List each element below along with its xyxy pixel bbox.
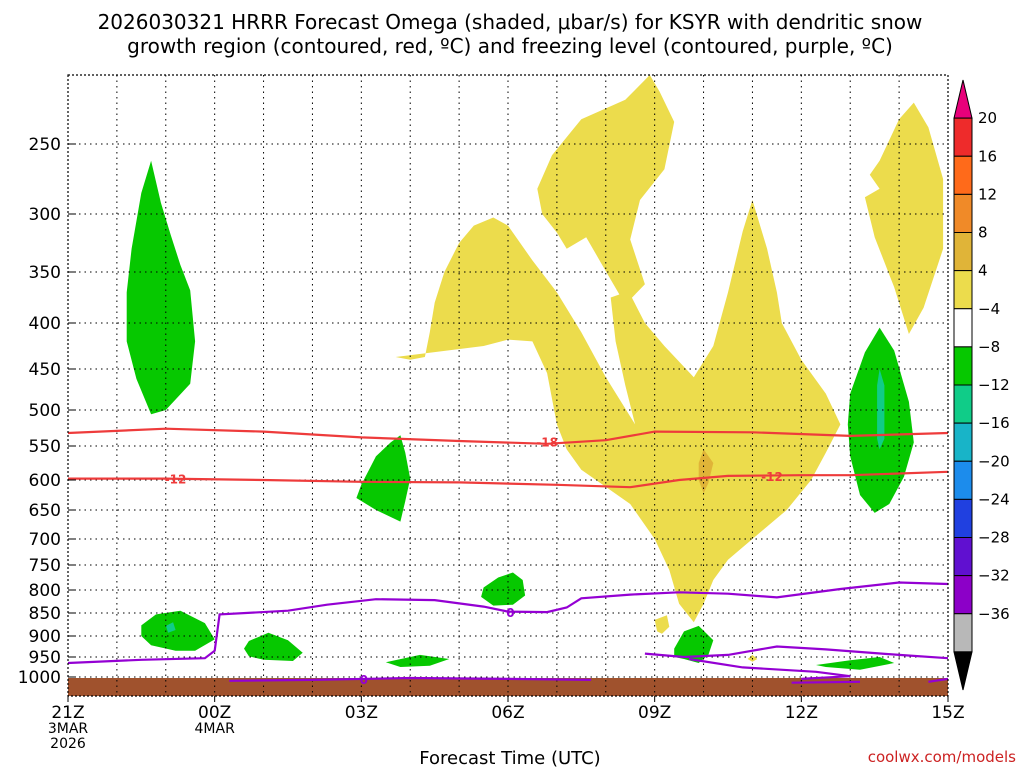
omega-region-8 [481, 572, 526, 606]
x-tick-label-3-0: 00Z [198, 703, 231, 723]
y-tick-label-400: 400 [29, 314, 61, 334]
y-tick-label-500: 500 [29, 401, 61, 421]
colorbar-label-4: 4 [978, 262, 988, 280]
omega-region-1 [537, 75, 675, 305]
omega-region-6 [126, 160, 196, 415]
y-tick-label-350: 350 [29, 263, 61, 283]
y-tick-label-650: 650 [29, 501, 61, 521]
colorbar-swatch-1 [953, 117, 973, 157]
omega-region-16 [165, 622, 176, 633]
omega-region-15 [877, 369, 885, 450]
omega-region-11 [385, 654, 450, 667]
colorbar-label-8: −16 [978, 414, 1010, 432]
freezing-contour-4 [791, 680, 861, 684]
y-tick-label-850: 850 [29, 604, 61, 624]
colorbar-cap-top [953, 79, 973, 119]
y-tick-label-700: 700 [29, 530, 61, 550]
colorbar-swatch-8 [953, 384, 973, 424]
plot-area: -18 -12 -12 0 0 [68, 75, 948, 696]
colorbar-label-11: −28 [978, 529, 1010, 547]
freezing-contour-2 [688, 657, 851, 680]
omega-region-9 [141, 610, 215, 651]
colorbar-label-3: 8 [978, 224, 988, 242]
dgz-contour-0 [68, 427, 948, 445]
omega-region-5 [654, 615, 670, 634]
colorbar-cap-bottom [953, 651, 973, 691]
colorbar-swatch-10 [953, 460, 973, 500]
colorbar: 20 16 12 8 4 −4 −8 −12 −16 −20 −24 −28 −32 −36 [953, 79, 1010, 691]
colorbar-swatch-12 [953, 537, 973, 577]
colorbar-swatch-5 [953, 270, 973, 310]
chart-title-line1: 2026030321 HRRR Forecast Omega (shaded, … [98, 10, 923, 34]
colorbar-label-12: −32 [978, 567, 1010, 585]
freezing-label-a: 0 [506, 606, 514, 620]
axes: 250 300 350 400 450 500 550 600 650 700 750 800 850 9… [18, 74, 965, 752]
colorbar-label-5: −4 [978, 300, 1000, 318]
x-tick-label-12-0: 09Z [638, 703, 671, 723]
y-tick-label-950: 950 [29, 648, 61, 668]
credit-text: coolwx.com/models [868, 748, 1016, 766]
colorbar-swatch-14 [953, 613, 973, 653]
colorbar-label-1: 16 [978, 147, 997, 165]
omega-region-2 [864, 102, 944, 334]
dgz-label-12b: -12 [761, 470, 783, 484]
omega-region-0 [395, 200, 841, 623]
y-tick-label-1000: 1000 [18, 668, 61, 688]
freezing-contour-0 [68, 581, 948, 665]
y-tick-label-800: 800 [29, 581, 61, 601]
freezing-label-b: 0 [360, 673, 368, 687]
omega-region-13 [816, 657, 895, 670]
colorbar-swatch-9 [953, 422, 973, 462]
y-tick-label-600: 600 [29, 471, 61, 491]
x-tick-label-15-0: 12Z [785, 703, 818, 723]
colorbar-label-10: −24 [978, 490, 1010, 508]
omega-region-10 [244, 632, 303, 661]
x-tick-label-6-0: 03Z [345, 703, 378, 723]
x-tick-label-9-0: 06Z [491, 703, 524, 723]
dgz-label-18: -18 [536, 436, 558, 450]
y-tick-label-750: 750 [29, 556, 61, 576]
freezing-contour-5 [928, 677, 948, 683]
dgz-label-12a: -12 [165, 473, 187, 487]
colorbar-label-6: −8 [978, 338, 1000, 356]
colorbar-swatch-3 [953, 193, 973, 233]
colorbar-swatch-13 [953, 575, 973, 615]
y-tick-label-250: 250 [29, 135, 61, 155]
y-tick-label-450: 450 [29, 360, 61, 380]
colorbar-label-7: −12 [978, 376, 1010, 394]
colorbar-swatch-4 [953, 232, 973, 272]
colorbar-swatch-11 [953, 498, 973, 538]
x-tick-label-18-0: 15Z [931, 703, 964, 723]
dgz-contour-1 [68, 470, 948, 489]
colorbar-swatch-6 [953, 308, 973, 348]
x-tick-label-0-0: 21Z [51, 703, 84, 723]
colorbar-label-0: 20 [978, 109, 997, 127]
x-tick-label-0-1: 3MAR [48, 721, 89, 737]
x-tick-label-3-1: 4MAR [195, 721, 236, 737]
x-tick-label-0-2: 2026 [50, 736, 86, 752]
y-tick-label-550: 550 [29, 437, 61, 457]
colorbar-label-2: 12 [978, 185, 997, 203]
y-tick-label-300: 300 [29, 205, 61, 225]
colorbar-label-13: −36 [978, 605, 1010, 623]
colorbar-swatch-2 [953, 155, 973, 195]
y-tick-label-900: 900 [29, 627, 61, 647]
colorbar-swatch-7 [953, 346, 973, 386]
colorbar-label-9: −20 [978, 452, 1010, 470]
freezing-contour-3 [229, 676, 592, 682]
omega-region-7 [356, 435, 411, 522]
x-axis-label: Forecast Time (UTC) [419, 748, 600, 768]
omega-region-3 [698, 449, 714, 494]
freezing-contour-1 [644, 645, 948, 660]
chart-title-line2: growth region (contoured, red, ºC) and f… [127, 34, 893, 58]
